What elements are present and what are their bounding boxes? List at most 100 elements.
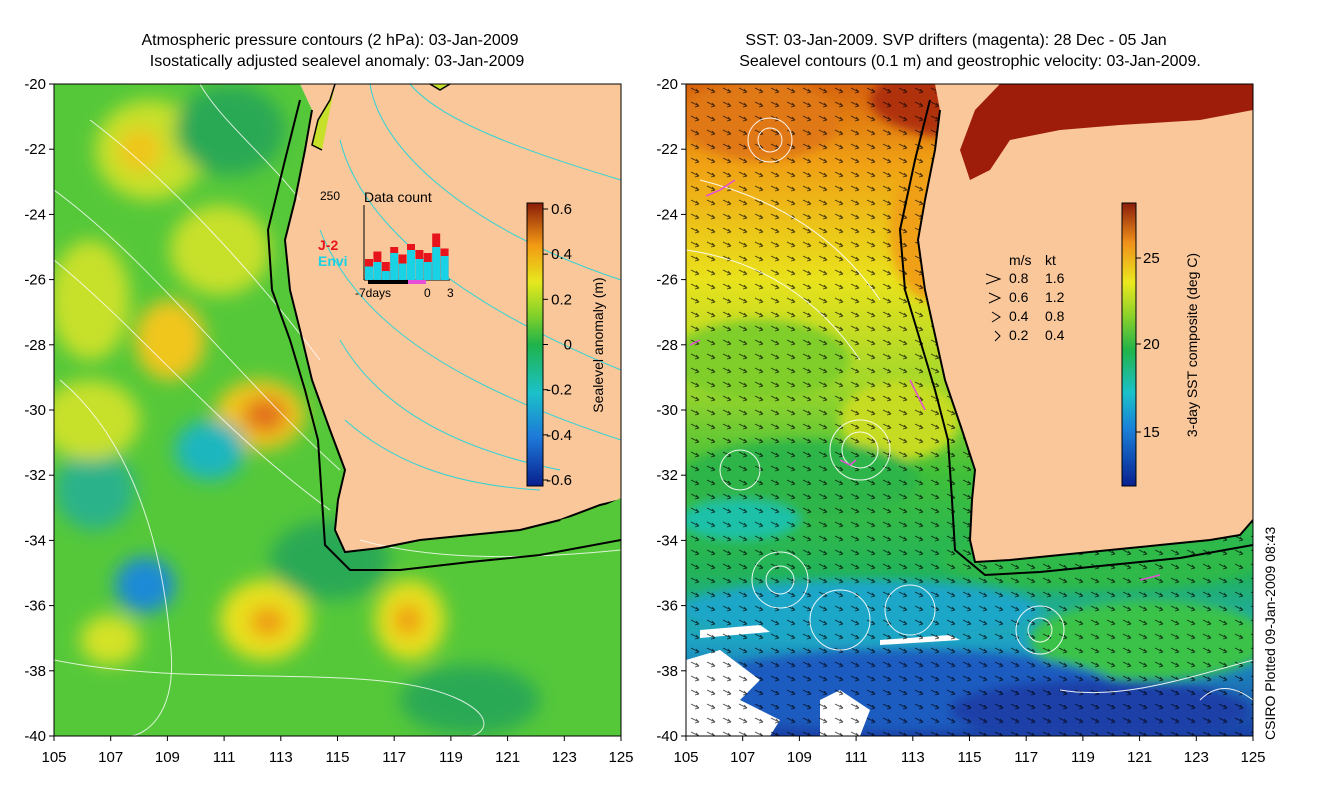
right-title-line2: Sealevel contours (0.1 m) and geostrophi… [739, 53, 1201, 70]
legend-kt-value: 0.4 [1045, 327, 1065, 343]
sst-colorbar-label: 3-day SST composite (deg C) [1184, 253, 1200, 437]
x-tick-label: 105 [673, 749, 698, 766]
inset-xlabel-mid: 0 [424, 286, 431, 300]
svp-drifter-tracks [689, 179, 1161, 581]
y-tick-label: -30 [24, 402, 46, 419]
inset-envi-label: Envi [318, 253, 348, 269]
legend-arrow-icon [991, 311, 1001, 323]
coastline-right [916, 109, 1253, 564]
australia-land-right [918, 84, 1253, 562]
legend-kt-value: 0.8 [1045, 308, 1065, 324]
sst-colorbar-tick: 25 [1143, 250, 1160, 267]
x-tick-label: 115 [326, 749, 350, 766]
inset-bar-envi [381, 271, 390, 280]
y-tick-label: -32 [24, 467, 46, 484]
legend-ms-value: 0.6 [1009, 289, 1029, 305]
x-tick-label: 121 [1127, 749, 1152, 766]
sla-colorbar [526, 202, 544, 487]
left-title-line1: Atmospheric pressure contours (2 hPa): 0… [141, 32, 518, 49]
sst-colorbar-ticks: 25 20 15 [1136, 250, 1160, 441]
inset-bars [365, 233, 449, 280]
x-tick-label: 119 [439, 749, 463, 766]
y-tick-label: -32 [656, 467, 678, 484]
inset-bar-envi [432, 247, 441, 280]
sla-colorbar-ticks: 0.6 0.4 0.2 0 -0.2 -0.4 -0.6 [543, 201, 572, 489]
y-tick-label: -28 [656, 337, 678, 354]
inset-bar-envi [365, 266, 373, 280]
sla-colorbar-tick: -0.2 [546, 382, 572, 399]
inset-bar-envi [390, 253, 399, 280]
x-tick-label: 109 [787, 749, 812, 766]
y-tick-label: -30 [656, 402, 678, 419]
inset-bar-envi [407, 250, 415, 280]
y-tick-label: -24 [24, 206, 46, 223]
inset-bar-envi [398, 263, 407, 280]
legend-ms-value: 0.4 [1009, 308, 1029, 324]
inset-count-label: 250 [320, 189, 340, 203]
y-tick-label: -40 [24, 728, 46, 745]
x-tick-label: 117 [382, 749, 406, 766]
sla-colorbar-tick: 0 [564, 337, 572, 354]
inset-bar-envi [423, 262, 432, 280]
y-tick-label: -24 [656, 206, 678, 223]
left-y-axis: -20 -22 -24 -26 -28 -30 -32 -34 -36 -38 -40 [24, 76, 54, 745]
y-tick-label: -36 [656, 598, 678, 615]
y-tick-label: -28 [24, 337, 46, 354]
sla-colorbar-tick: 0.6 [551, 201, 572, 218]
legend-kt-value: 1.2 [1045, 289, 1065, 305]
y-tick-label: -36 [24, 598, 46, 615]
y-tick-label: -38 [24, 663, 46, 680]
y-tick-label: -40 [656, 728, 678, 745]
y-tick-label: -34 [24, 532, 46, 549]
x-tick-label: 123 [1184, 749, 1209, 766]
inset-bar-envi [440, 256, 449, 280]
shelf-contour-left [266, 99, 621, 571]
x-tick-label: 109 [155, 749, 180, 766]
x-tick-label: 107 [730, 749, 755, 766]
right-title-line1: SST: 03-Jan-2009. SVP drifters (magenta)… [745, 32, 1166, 49]
inset-title: Data count [364, 189, 432, 205]
inset-bar-envi [415, 259, 424, 280]
x-tick-label: 125 [608, 749, 633, 766]
y-tick-label: -22 [656, 141, 678, 158]
coastline-left [283, 109, 621, 554]
sla-colorbar-label: Sealevel anomaly (m) [590, 277, 606, 412]
x-tick-label: 125 [1240, 749, 1265, 766]
x-tick-label: 107 [98, 749, 123, 766]
inset-xlabel-right: 3 [447, 286, 454, 300]
left-title-line2: Isostatically adjusted sealevel anomaly:… [150, 53, 525, 70]
sla-colorbar-tick: 0.4 [551, 246, 572, 263]
left-x-axis: 105 107 109 111 113 115 117 119 121 123 125 [41, 736, 634, 766]
sst-colorbar [1121, 202, 1137, 487]
legend-ms-value: 0.8 [1009, 270, 1029, 286]
y-tick-label: -22 [24, 141, 46, 158]
sla-colorbar-tick: -0.6 [546, 472, 572, 489]
velocity-legend: m/s kt 0.8 1.6 0.6 1.2 0.4 0.8 0.2 0.4 [985, 252, 1065, 343]
inset-bar-envi [373, 262, 382, 280]
legend-header-ms: m/s [1009, 252, 1032, 268]
shelf-contour-right [898, 99, 1253, 577]
legend-arrow-icon [994, 330, 1001, 342]
x-tick-label: 115 [958, 749, 982, 766]
sla-colorbar-tick: 0.2 [551, 291, 572, 308]
x-tick-label: 111 [213, 749, 236, 766]
y-tick-label: -20 [656, 76, 678, 93]
x-tick-label: 113 [269, 749, 293, 766]
sst-colorbar-tick: 15 [1143, 424, 1160, 441]
sealevel-contours [686, 117, 1253, 701]
right-y-axis: -20 -22 -24 -26 -28 -30 -32 -34 -36 -38 -40 [656, 76, 686, 745]
y-tick-label: -20 [24, 76, 46, 93]
inset-j2-label: J-2 [318, 237, 338, 253]
data-count-inset: 250 Data count J-2 Envi -7days 0 3 [318, 189, 454, 300]
legend-arrow-icon [988, 292, 1002, 304]
y-tick-label: -26 [656, 272, 678, 289]
y-tick-label: -38 [656, 663, 678, 680]
x-tick-label: 113 [901, 749, 925, 766]
sla-colorbar-tick: -0.4 [546, 427, 572, 444]
x-tick-label: 117 [1014, 749, 1038, 766]
x-tick-label: 123 [552, 749, 577, 766]
right-map [686, 84, 1253, 736]
y-tick-label: -26 [24, 272, 46, 289]
legend-kt-value: 1.6 [1045, 270, 1065, 286]
